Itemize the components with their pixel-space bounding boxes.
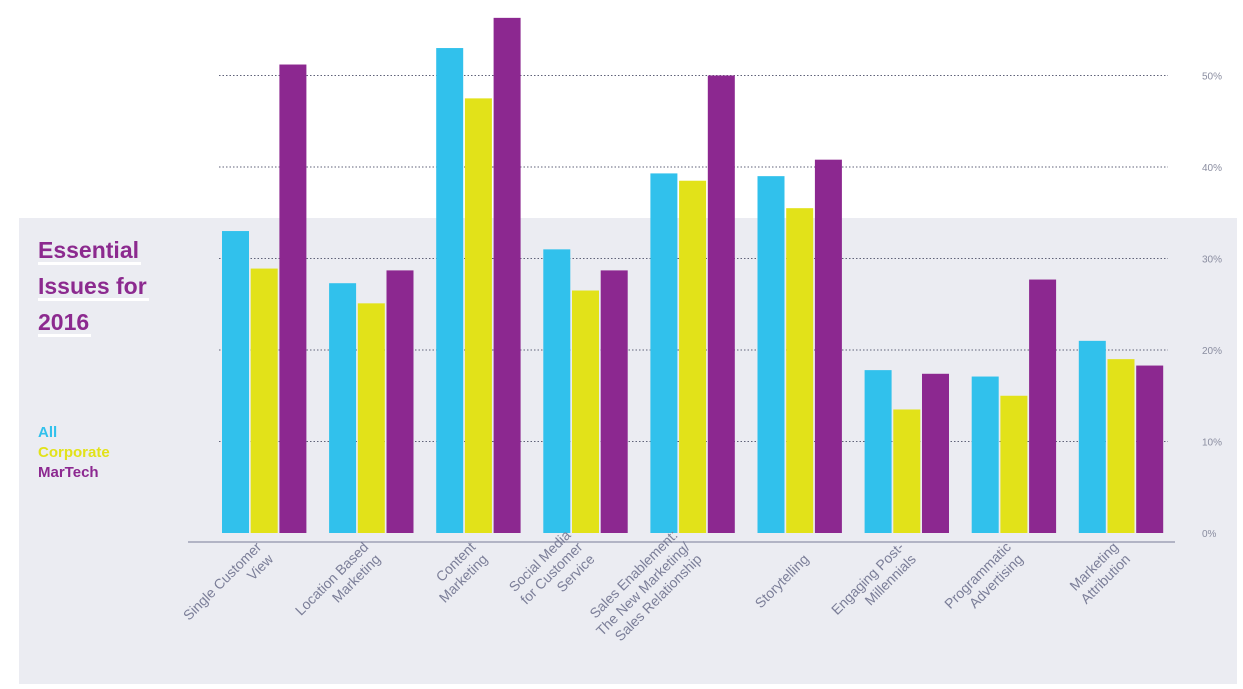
y-axis-ticks: 0% 10% 20% 30% 40% 50%: [1202, 72, 1222, 541]
legend-item-martech: MarTech: [38, 464, 99, 481]
bar-martech-3: [493, 17, 521, 534]
bar-all-1: [222, 231, 249, 534]
bar-corporate-4: [572, 290, 599, 533]
chart-title: Essential Issues for 2016: [38, 236, 149, 344]
bar-corporate-7: [893, 409, 921, 533]
bar-all-7: [864, 370, 892, 533]
bar-martech-9: [1136, 365, 1164, 533]
title-line-2: Issues for: [38, 272, 149, 301]
bar-all-5: [650, 173, 678, 533]
y-tick-label: 0%: [1202, 529, 1217, 540]
bar-corporate-8: [1000, 395, 1028, 533]
bar-martech-4: [600, 270, 628, 533]
legend: All Corporate MarTech: [38, 423, 110, 483]
legend-item-all: All: [38, 424, 58, 441]
bar-all-8: [971, 376, 999, 533]
bar-corporate-1: [250, 268, 278, 533]
bar-martech-2: [386, 270, 414, 533]
category-label: Engaging Post-Millennials: [828, 539, 919, 618]
title-line-1: Essential: [38, 236, 141, 265]
bar-corporate-5: [679, 180, 707, 533]
category-label: Storytelling: [752, 551, 812, 611]
title-line-3: 2016: [38, 308, 92, 337]
bar-corporate-3: [464, 98, 492, 533]
bar-corporate-6: [786, 208, 814, 534]
y-tick-label: 40%: [1202, 163, 1222, 174]
bar-corporate-9: [1107, 359, 1135, 533]
bar-martech-7: [922, 373, 949, 533]
bar-all-9: [1078, 340, 1106, 533]
y-tick-label: 30%: [1202, 255, 1222, 266]
bar-martech-1: [279, 64, 307, 534]
bar-martech-8: [1029, 279, 1057, 533]
bar-all-6: [757, 176, 785, 533]
bar-all-2: [329, 283, 357, 533]
bar-corporate-2: [357, 303, 385, 533]
category-label: Sales Enablement:The New Marketing/Sales…: [586, 527, 705, 644]
y-tick-label: 50%: [1202, 72, 1222, 83]
category-label-line: Storytelling: [752, 551, 812, 611]
y-tick-label: 20%: [1202, 346, 1222, 357]
bars: [222, 17, 1164, 534]
bar-martech-5: [707, 75, 735, 533]
bar-all-4: [543, 249, 571, 533]
y-tick-label: 10%: [1202, 438, 1222, 449]
legend-item-corporate: Corporate: [38, 444, 110, 461]
bar-martech-6: [814, 159, 842, 533]
bar-all-3: [436, 48, 464, 534]
